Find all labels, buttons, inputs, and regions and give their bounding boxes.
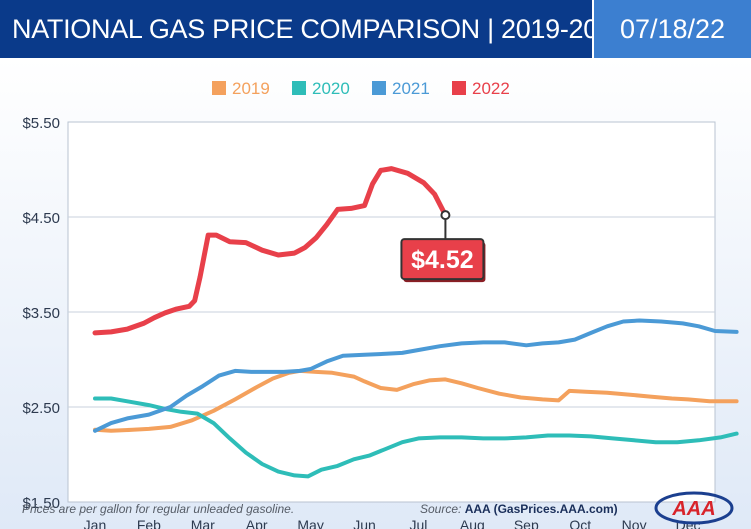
legend-swatch [292,81,306,95]
x-tick-label: Feb [137,517,161,529]
series-lines [92,166,739,479]
source-label: Source: [420,502,462,516]
x-tick-label: Nov [622,517,647,529]
x-axis-ticks: Jan Feb Mar Apr May Jun Jul Aug Sep Oct Nov Dec [84,517,701,529]
source-note: Source: AAA (GasPrices.AAA.com) [420,502,618,516]
y-axis-ticks: $1.50 $2.50 $3.50 $4.50 $5.50 [22,115,60,512]
x-tick-label: Sep [514,517,539,529]
y-tick-label: $4.50 [22,210,60,227]
series-line-2021 [93,318,739,433]
price-callout: $4.52 [400,210,486,283]
x-tick-label: May [297,517,323,529]
legend-swatch [372,81,386,95]
series-line-2019 [93,368,739,433]
chart-legend: 2019 2020 2021 2022 [212,79,510,98]
gridlines [68,216,715,408]
source-value: AAA (GasPrices.AAA.com) [464,502,618,516]
series-line-2020 [93,396,739,479]
y-tick-label: $2.50 [22,400,60,417]
x-tick-label: Mar [191,517,215,529]
x-tick-label: Oct [569,517,591,529]
y-tick-label: $1.50 [22,495,60,512]
legend-swatch [212,81,226,95]
line-chart: 2019 2020 2021 2022 $1.50 $2.50 $3.50 $4.50 $5.… [22,79,739,529]
callout-label: $4.52 [411,246,474,274]
x-tick-label: Apr [246,517,268,529]
y-tick-label: $5.50 [22,115,60,132]
header: NATIONAL GAS PRICE COMPARISON | 2019-202… [0,0,751,58]
x-tick-label: Jul [410,517,428,529]
legend-label: 2022 [472,79,510,98]
page-title: NATIONAL GAS PRICE COMPARISON | 2019-202… [0,0,628,58]
date-badge: 07/18/22 [594,0,751,58]
callout-marker [440,210,451,221]
aaa-logo-icon: AAA [654,491,734,525]
x-tick-label: Jun [353,517,376,529]
chart-area: 2019 2020 2021 2022 $1.50 $2.50 $3.50 $4.50 $5.… [0,58,751,529]
footnote: Prices are per gallon for regular unlead… [22,502,295,516]
y-tick-label: $3.50 [22,305,60,322]
series-line-2022 [92,166,448,336]
aaa-logo-text: AAA [671,498,715,520]
callout-box [400,238,485,281]
legend-label: 2020 [312,79,350,98]
legend-label: 2019 [232,79,270,98]
legend-label: 2021 [392,79,430,98]
legend-swatch [452,81,466,95]
x-tick-label: Jan [84,517,107,529]
x-tick-label: Aug [460,517,485,529]
